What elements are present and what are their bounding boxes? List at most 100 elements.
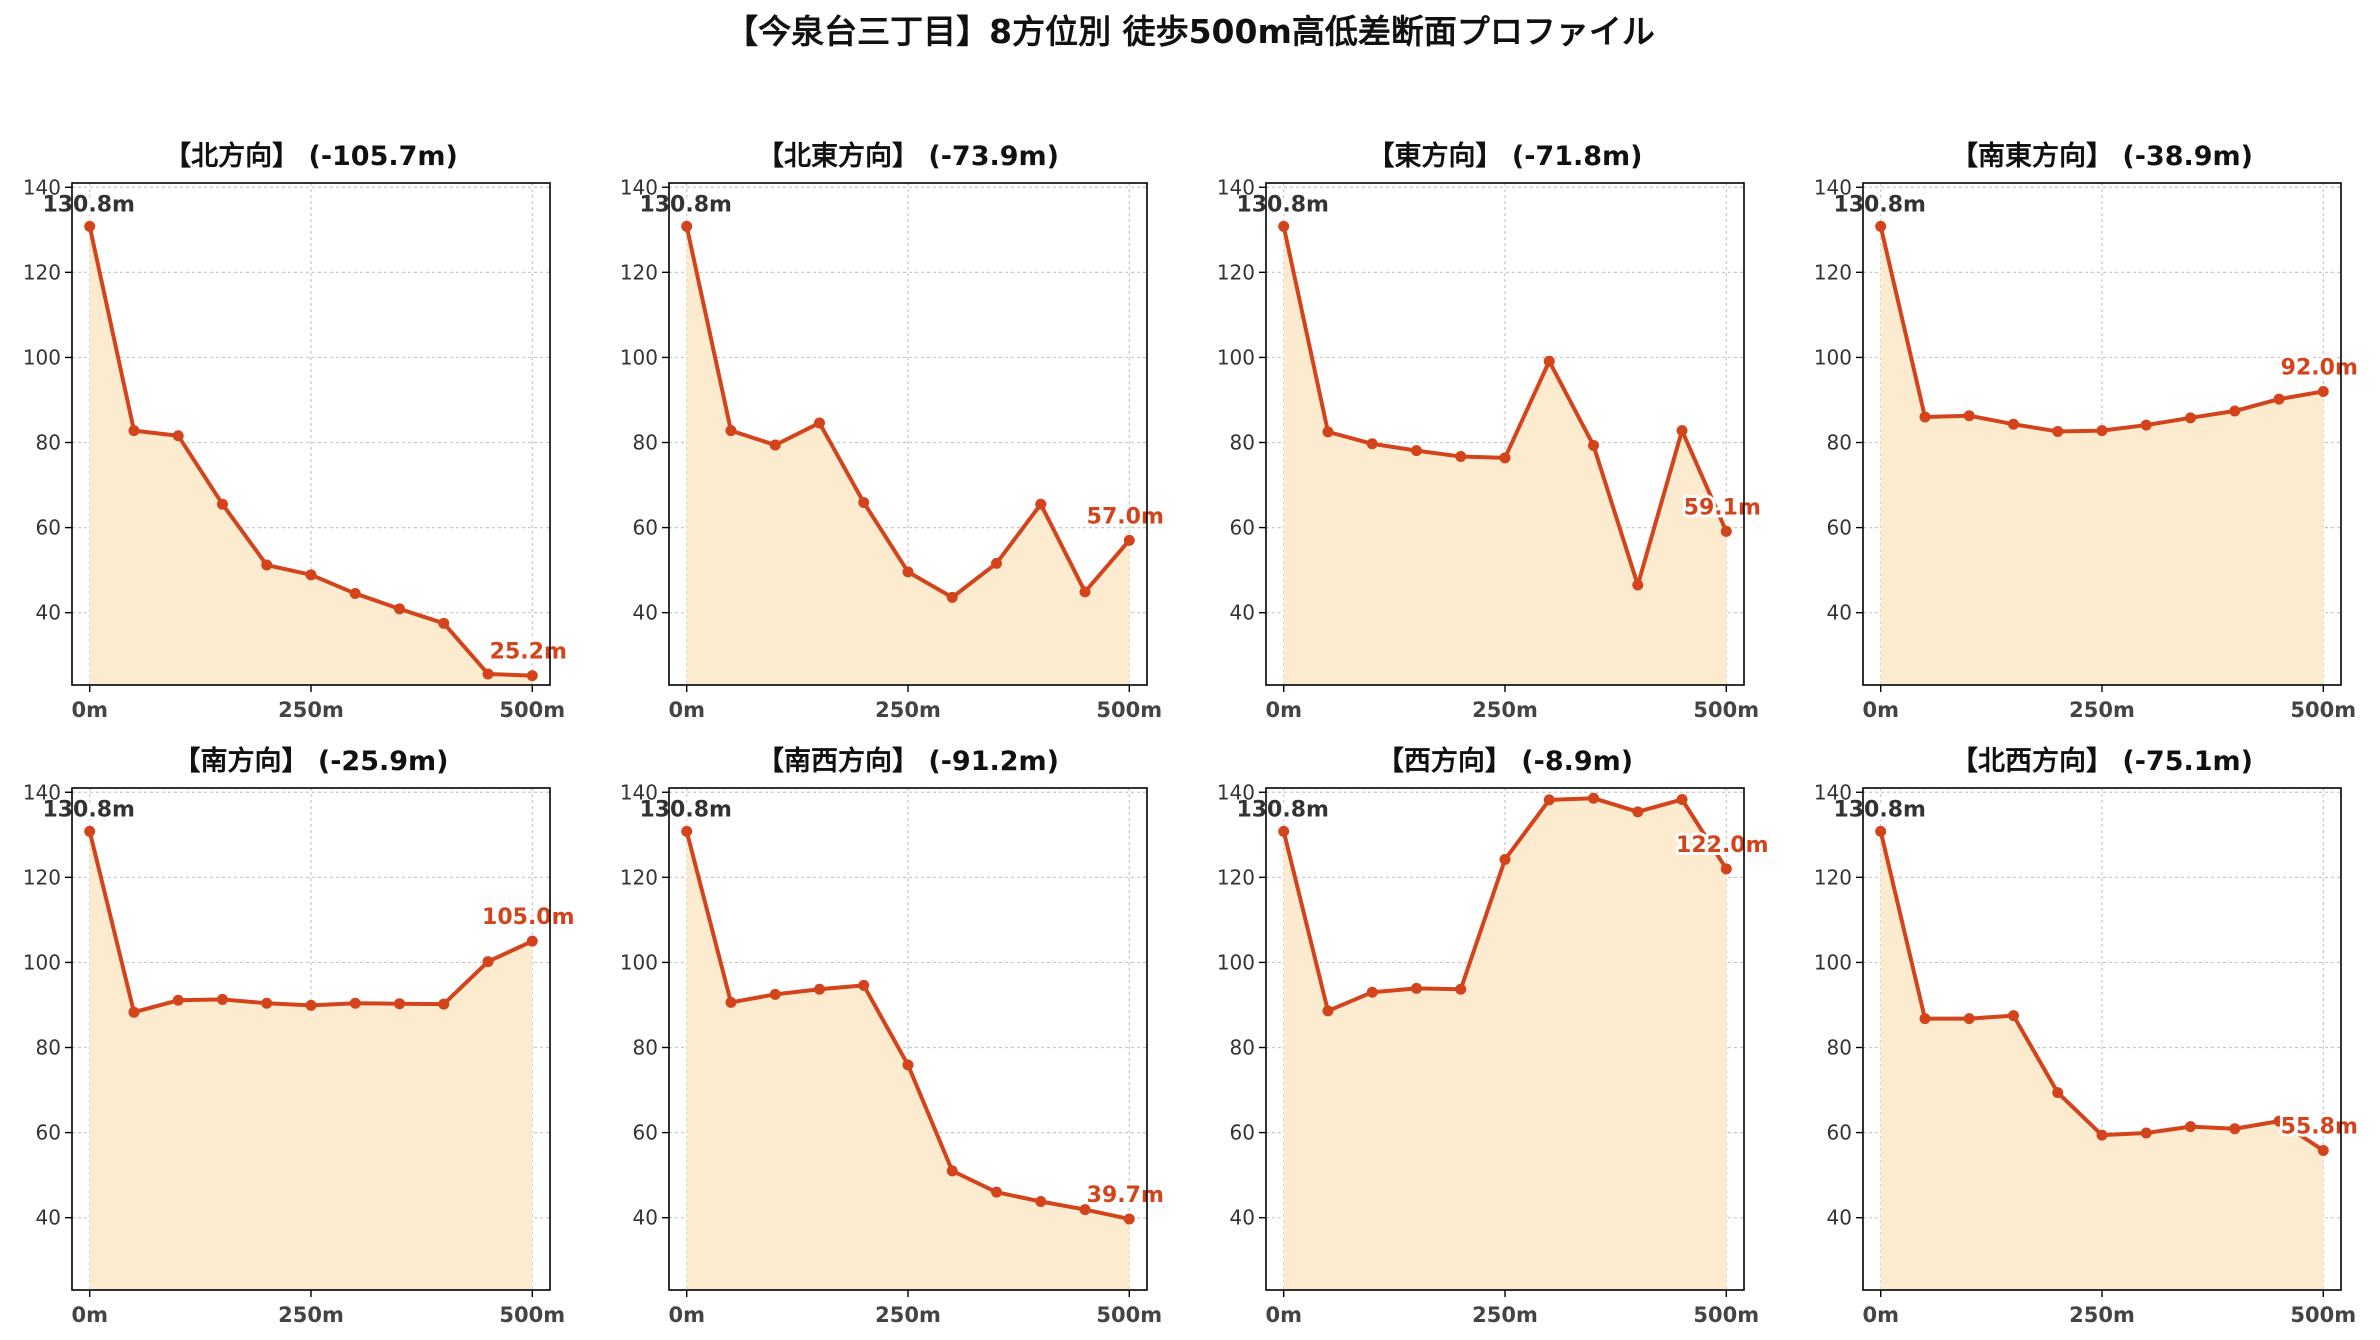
data-point [2273,393,2285,405]
data-point [1123,534,1135,546]
y-tick-label: 60 [633,1121,658,1145]
data-point [305,999,317,1011]
panel: 【北東方向】 (-73.9m) 130.8m 57.0m 40 60 80 100 120 14… [620,140,1167,722]
panel-title: 【南西方向】 (-91.2m) [757,745,1059,777]
data-point [2273,1115,2285,1127]
data-point [1963,410,1975,422]
data-point [128,1006,140,1018]
panel: 【西方向】 (-8.9m) 130.8m 122.0m 40 60 80 100 120 140… [1217,745,1772,1327]
y-tick-label: 100 [1217,950,1255,974]
data-point [261,997,273,1009]
x-tick-label: 500m [1096,1303,1162,1327]
end-elevation-label: 39.7m [1087,1183,1164,1208]
data-point [1079,1204,1091,1216]
data-point [813,417,825,429]
panel-title: 【北西方向】 (-75.1m) [1951,745,2253,777]
start-elevation-label: 130.8m [42,797,135,822]
panel: 【東方向】 (-71.8m) 130.8m 59.1m 40 60 80 100 120 140… [1217,140,1764,722]
data-point [349,997,361,1009]
start-elevation-label: 130.8m [1236,797,1329,822]
data-point [482,668,494,680]
data-point [394,603,406,615]
y-tick-label: 40 [1827,1206,1852,1230]
data-point [725,425,737,437]
data-point [2096,425,2108,437]
data-point [2052,1087,2064,1099]
y-tick-label: 140 [620,175,658,199]
data-point [1963,1013,1975,1025]
panel: 【南東方向】 (-38.9m) 130.8m 92.0m 40 60 80 100 120 14… [1814,140,2361,722]
data-point [2140,419,2152,431]
y-tick-label: 120 [23,865,61,889]
data-point [725,996,737,1008]
data-point [1499,853,1511,865]
data-point [1410,445,1422,457]
end-elevation-label: 55.8m [2281,1114,2358,1139]
data-point [1278,220,1290,232]
data-point [438,617,450,629]
data-point [1322,426,1334,438]
data-point [2229,1123,2241,1135]
panel-title: 【南東方向】 (-38.9m) [1951,140,2253,172]
data-point [902,566,914,578]
y-tick-label: 60 [1827,516,1852,540]
x-tick-label: 250m [875,698,941,722]
data-point [2096,1129,2108,1141]
data-point [84,825,96,837]
panel-title: 【西方向】 (-8.9m) [1377,745,1633,777]
x-tick-label: 250m [1472,1303,1538,1327]
start-elevation-label: 130.8m [639,192,732,217]
x-tick-label: 250m [875,1303,941,1327]
data-point [1720,525,1732,537]
data-point [84,220,96,232]
y-tick-label: 120 [1217,865,1255,889]
y-tick-label: 60 [36,1121,61,1145]
area-fill [1283,226,1727,685]
start-elevation-label: 130.8m [639,797,732,822]
x-tick-label: 250m [1472,698,1538,722]
data-point [1588,792,1600,804]
y-tick-label: 120 [1814,865,1852,889]
data-point [1875,220,1887,232]
x-tick-label: 250m [278,698,344,722]
y-tick-label: 100 [620,345,658,369]
data-point [681,220,693,232]
panels: 【北方向】 (-105.7m) 130.8m 25.2m 40 60 80 100 120 14… [23,140,2361,1327]
y-tick-label: 80 [1230,431,1255,455]
panel: 【北方向】 (-105.7m) 130.8m 25.2m 40 60 80 100 120 14… [23,140,570,722]
y-tick-label: 80 [1827,431,1852,455]
y-tick-label: 40 [1230,1206,1255,1230]
data-point [216,993,228,1005]
data-point [1676,425,1688,437]
y-tick-label: 140 [23,175,61,199]
data-point [1720,863,1732,875]
data-point [438,998,450,1010]
y-tick-label: 40 [36,1206,61,1230]
data-point [2229,405,2241,417]
data-point [1919,411,1931,423]
area-fill [686,831,1130,1290]
start-elevation-label: 130.8m [42,192,135,217]
data-point [1079,586,1091,598]
y-tick-label: 100 [620,950,658,974]
y-tick-label: 40 [1827,601,1852,625]
y-tick-label: 100 [23,345,61,369]
x-tick-label: 500m [499,698,565,722]
data-point [1455,451,1467,463]
y-tick-label: 60 [1230,1121,1255,1145]
area-fill [1880,831,2324,1290]
y-tick-label: 40 [633,601,658,625]
data-point [1632,806,1644,818]
data-point [946,591,958,603]
data-point [1919,1013,1931,1025]
end-elevation-label: 122.0m [1676,833,1769,858]
panel: 【南方向】 (-25.9m) 130.8m 105.0m 40 60 80 100 120 14… [23,745,578,1327]
data-point [946,1165,958,1177]
data-point [1123,1213,1135,1225]
panel: 【北西方向】 (-75.1m) 130.8m 55.8m 40 60 80 100 120 14… [1814,745,2361,1327]
data-point [2317,385,2329,397]
data-point [1588,439,1600,451]
x-tick-label: 0m [668,1303,705,1327]
